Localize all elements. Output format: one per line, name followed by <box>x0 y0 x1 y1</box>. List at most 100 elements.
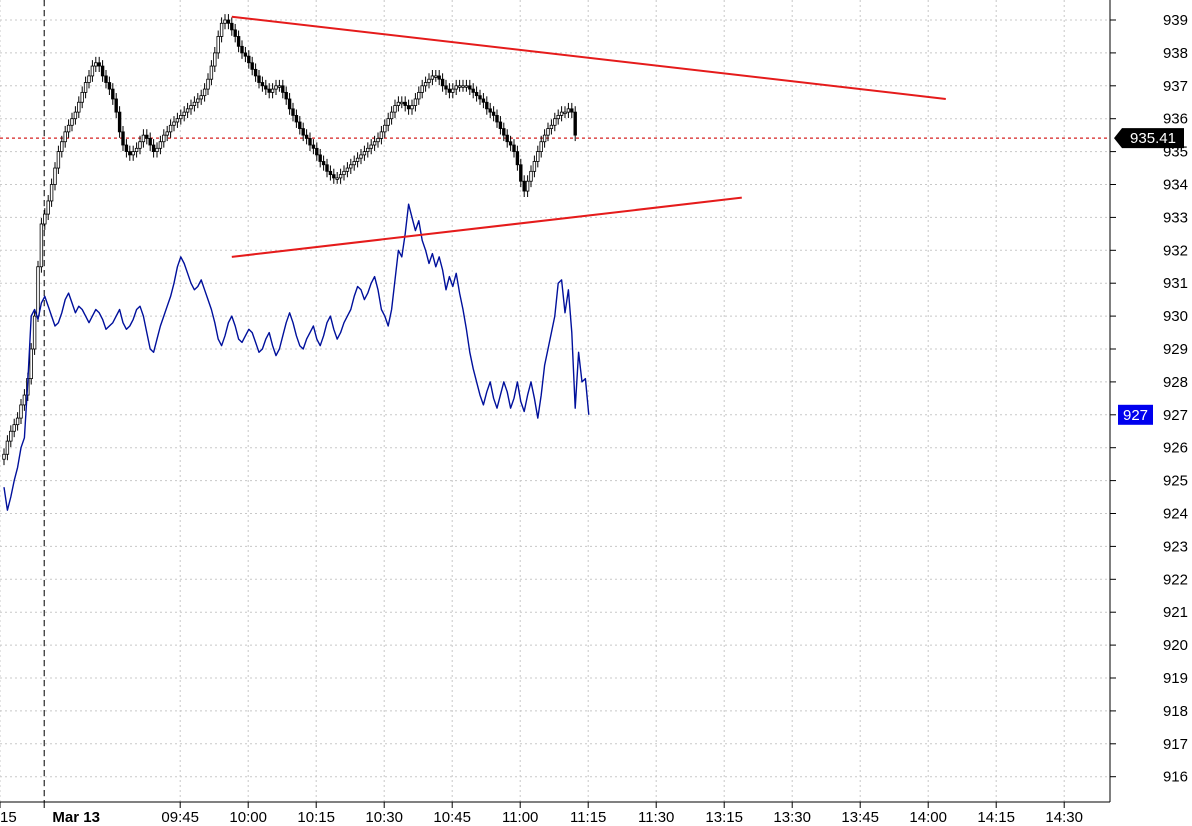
x-tick-label: 14:00 <box>909 809 947 826</box>
candle-body <box>376 138 380 143</box>
candle-body <box>182 111 186 116</box>
candle-body <box>556 115 560 120</box>
candle-body <box>124 144 129 153</box>
candle-body <box>508 141 513 146</box>
candle-body <box>342 170 346 176</box>
badge-label: 927 <box>1123 407 1148 424</box>
candle-body <box>332 174 336 179</box>
candle-body <box>488 108 492 113</box>
candle-body <box>389 111 394 120</box>
candle-body <box>366 147 370 152</box>
candle-body <box>546 128 550 136</box>
candle-body <box>270 88 275 93</box>
candle-body <box>49 184 54 202</box>
candle-body <box>284 91 288 100</box>
y-tick-label: 934 <box>1163 177 1188 194</box>
candle-body <box>406 105 411 110</box>
y-tick-label: 937 <box>1163 78 1188 95</box>
candle-body <box>427 78 431 83</box>
candle-body <box>230 22 234 31</box>
candle-body <box>386 118 390 126</box>
y-tick-label: 926 <box>1163 440 1188 457</box>
candle-body <box>287 98 292 110</box>
x-tick-label: 10:00 <box>229 809 267 826</box>
y-tick-label: 921 <box>1163 604 1188 621</box>
candle-body <box>325 164 329 172</box>
candle-body <box>189 105 193 110</box>
candle-body <box>226 19 231 24</box>
candle-body <box>570 108 574 113</box>
candle-body <box>532 161 537 172</box>
candle-body <box>240 45 244 54</box>
x-tick-label: 11:30 <box>638 809 674 826</box>
candle-body <box>70 118 74 126</box>
candle-body <box>502 128 506 136</box>
candle-body <box>43 213 47 225</box>
y-tick-label: 928 <box>1163 374 1188 391</box>
candle-body <box>73 111 78 120</box>
candle-body <box>423 82 428 87</box>
candle-body <box>175 118 180 123</box>
candle-body <box>372 141 377 146</box>
candle-body <box>519 164 523 182</box>
x-tick-label: 11:15 <box>570 809 606 826</box>
trendline <box>231 196 742 258</box>
x-tick-label: Mar 13 <box>52 809 100 826</box>
candle-body <box>525 180 530 192</box>
candle-body <box>393 105 397 113</box>
candle-body <box>563 111 567 115</box>
y-tick-label: 931 <box>1163 275 1188 292</box>
trendline-group <box>231 15 946 258</box>
last-price-badge <box>1114 128 1184 149</box>
candle-body <box>277 85 282 88</box>
candle-body <box>199 95 203 100</box>
candle-body <box>522 180 526 192</box>
candle-body <box>400 101 404 105</box>
candle-body <box>219 22 224 37</box>
candle-body <box>318 154 322 162</box>
candle-body <box>121 131 125 146</box>
candle-body <box>151 144 156 153</box>
candle-body <box>474 91 479 97</box>
candle-body <box>165 131 169 136</box>
comparison-line-series <box>3 203 590 511</box>
y-tick-label: 916 <box>1163 769 1188 786</box>
candle-body <box>529 170 533 182</box>
y-tick-label: 932 <box>1163 242 1188 259</box>
candle-body <box>440 78 445 87</box>
y-tick-label: 927 <box>1163 407 1188 424</box>
candle-body <box>260 82 265 87</box>
candle-body <box>100 65 105 77</box>
candle-body <box>498 121 503 129</box>
candle-body <box>134 147 139 152</box>
candle-body <box>468 85 472 90</box>
candle-body <box>430 75 435 80</box>
y-tick-label: 938 <box>1163 45 1188 62</box>
candle-body <box>311 144 316 149</box>
candle-body <box>359 154 363 159</box>
candle-body <box>209 65 214 80</box>
candle-body <box>349 164 353 169</box>
candle-body <box>117 111 122 133</box>
candle-body <box>250 62 254 70</box>
candle-body <box>90 65 95 77</box>
candle-body <box>56 151 61 169</box>
candle-body <box>247 55 251 64</box>
candle-body <box>335 177 339 180</box>
x-tick-label: 10:45 <box>433 809 471 826</box>
candle-body <box>145 134 149 139</box>
candle-body <box>60 141 64 152</box>
candle-body <box>461 85 465 88</box>
x-tick-label: 14:15 <box>977 809 1015 826</box>
candle-body <box>80 91 84 103</box>
candle-body <box>413 98 418 106</box>
candle-body <box>566 108 571 113</box>
candle-body <box>158 141 163 149</box>
candle-body <box>444 85 448 90</box>
x-tick-label: 13:45 <box>841 809 879 826</box>
primary-candlestick-series <box>2 14 577 466</box>
y-tick-label: 925 <box>1163 473 1188 490</box>
